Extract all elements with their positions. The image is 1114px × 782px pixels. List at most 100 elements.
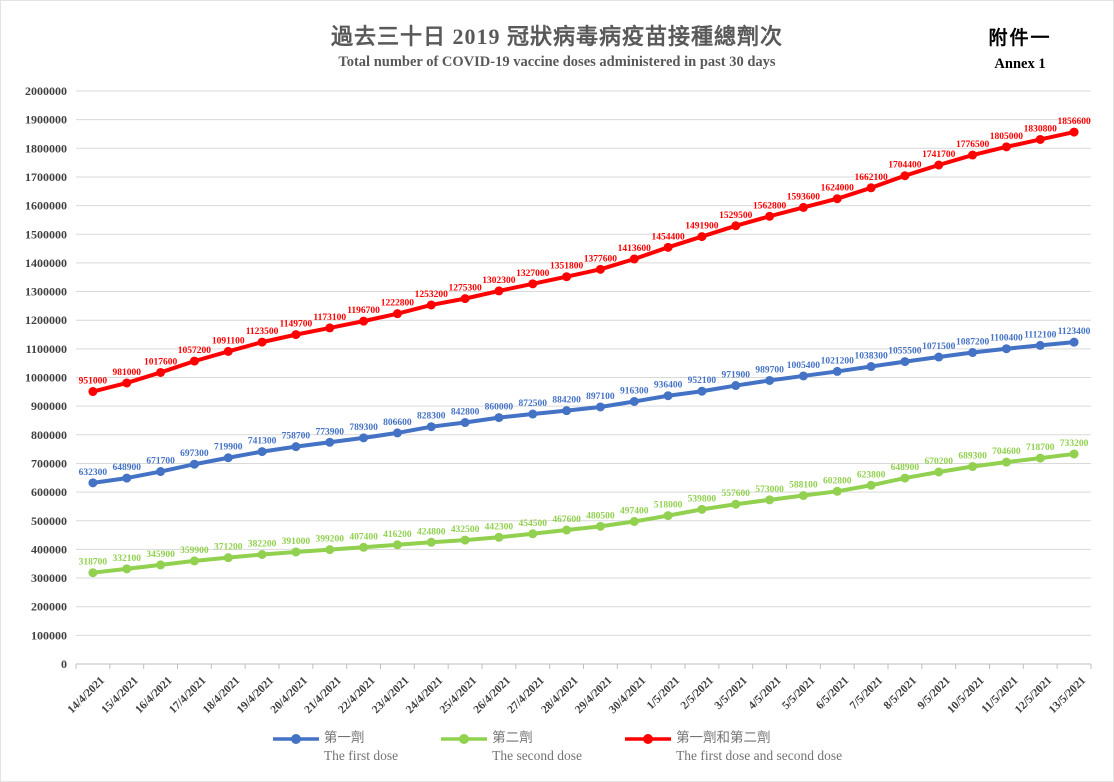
data-label-first-and-second-dose: 1413600	[618, 244, 652, 254]
data-label-first-and-second-dose: 1830800	[1024, 124, 1058, 134]
data-label-first-dose: 697300	[180, 449, 209, 459]
y-axis-label: 1500000	[25, 227, 67, 241]
data-point-first-dose	[460, 418, 470, 428]
data-point-first-dose	[765, 375, 775, 385]
data-label-second-dose: 399200	[316, 535, 345, 545]
y-axis-label: 100000	[31, 628, 67, 642]
data-point-first-dose	[832, 366, 842, 376]
data-point-first-and-second-dose	[426, 300, 436, 310]
data-label-first-dose: 789300	[349, 423, 378, 433]
data-point-second-dose	[934, 467, 944, 477]
data-label-first-and-second-dose: 1704400	[888, 161, 922, 171]
x-axis-label: 2/5/2021	[679, 674, 717, 712]
data-label-first-dose: 632300	[79, 468, 108, 478]
data-point-second-dose	[494, 532, 504, 542]
y-axis-label: 1100000	[26, 342, 67, 356]
y-axis-label: 400000	[31, 542, 67, 556]
data-point-second-dose	[460, 535, 470, 545]
data-point-first-dose	[562, 406, 572, 416]
legend-item-second-dose: 第二劑 The second dose	[440, 729, 582, 765]
data-label-second-dose: 670200	[925, 457, 954, 467]
legend-item-first-and-second-dose: 第一劑和第二劑 The first dose and second dose	[624, 729, 842, 765]
data-point-second-dose	[765, 495, 775, 505]
data-label-second-dose: 359900	[180, 546, 209, 556]
legend-item-first-dose: 第一劑 The first dose	[272, 729, 398, 765]
data-label-first-dose: 860000	[485, 403, 514, 413]
data-label-second-dose: 497400	[620, 506, 649, 516]
data-label-first-and-second-dose: 1805000	[990, 132, 1024, 142]
data-point-second-dose	[832, 486, 842, 496]
y-axis-label: 1700000	[25, 170, 67, 184]
data-point-first-and-second-dose	[798, 202, 808, 212]
data-point-first-and-second-dose	[900, 171, 910, 181]
data-point-first-and-second-dose	[595, 264, 605, 274]
data-point-first-and-second-dose	[528, 279, 538, 289]
x-axis-label: 10/5/2021	[945, 674, 987, 716]
data-label-first-dose: 741300	[248, 437, 277, 447]
data-label-first-dose: 758700	[282, 432, 311, 442]
data-point-first-dose	[156, 467, 166, 477]
data-label-first-dose: 1071500	[922, 342, 956, 352]
legend-line-marker-icon	[625, 734, 672, 744]
data-label-first-and-second-dose: 1529500	[719, 211, 753, 221]
data-label-first-and-second-dose: 1327000	[516, 269, 550, 279]
y-axis-label: 500000	[31, 514, 67, 528]
data-point-first-dose	[494, 413, 504, 423]
data-label-first-and-second-dose: 1057200	[178, 346, 212, 356]
data-point-first-and-second-dose	[866, 183, 876, 193]
data-label-first-and-second-dose: 1091100	[212, 336, 245, 346]
data-label-first-dose: 1038300	[854, 352, 888, 362]
x-axis-label: 30/4/2021	[607, 674, 649, 716]
y-axis-label: 0	[61, 657, 67, 671]
data-point-first-dose	[189, 459, 199, 469]
y-axis-label: 1600000	[25, 199, 67, 213]
data-point-first-and-second-dose	[460, 294, 470, 304]
data-label-first-and-second-dose: 1741700	[922, 150, 956, 160]
y-axis-label: 2000000	[25, 84, 67, 98]
data-point-second-dose	[900, 473, 910, 483]
series-line-first-dose	[90, 340, 1077, 485]
data-label-second-dose: 623800	[857, 470, 886, 480]
data-point-first-dose	[798, 371, 808, 381]
data-point-second-dose	[156, 560, 166, 570]
data-point-second-dose	[223, 553, 233, 563]
data-point-second-dose	[122, 564, 132, 574]
data-point-second-dose	[866, 480, 876, 490]
data-point-first-dose	[731, 381, 741, 391]
data-label-first-and-second-dose: 1123500	[246, 327, 279, 337]
data-label-first-and-second-dose: 1275300	[448, 284, 482, 294]
x-axis-label: 5/5/2021	[780, 674, 818, 712]
data-point-first-dose	[1069, 337, 1079, 347]
data-label-first-dose: 989700	[755, 365, 784, 375]
data-label-first-dose: 936400	[654, 381, 683, 391]
data-label-first-dose: 1087200	[956, 338, 990, 348]
data-label-first-and-second-dose: 1856600	[1057, 117, 1091, 127]
data-point-second-dose	[629, 516, 639, 526]
data-label-first-dose: 971900	[722, 371, 751, 381]
y-axis-label: 1300000	[25, 285, 67, 299]
y-axis-label: 800000	[31, 428, 67, 442]
data-label-second-dose: 704600	[992, 447, 1021, 457]
data-point-second-dose	[798, 491, 808, 501]
data-label-first-dose: 916300	[620, 386, 649, 396]
data-point-first-dose	[595, 402, 605, 412]
data-point-first-and-second-dose	[156, 367, 166, 377]
legend-label-zh: 第一劑	[323, 730, 365, 745]
data-label-second-dose: 539800	[688, 494, 717, 504]
y-axis-label: 1800000	[25, 141, 67, 155]
data-label-first-and-second-dose: 1351800	[550, 262, 584, 272]
data-point-second-dose	[663, 511, 673, 521]
x-axis-label: 4/5/2021	[746, 674, 784, 712]
y-axis-label: 600000	[31, 485, 67, 499]
data-label-second-dose: 467600	[552, 515, 581, 525]
data-point-first-and-second-dose	[122, 378, 132, 388]
data-point-first-dose	[528, 409, 538, 419]
data-label-first-and-second-dose: 1302300	[482, 276, 516, 286]
data-label-first-dose: 884200	[552, 396, 581, 406]
data-point-first-dose	[257, 447, 267, 457]
data-point-first-and-second-dose	[968, 150, 978, 160]
data-label-second-dose: 602800	[823, 476, 852, 486]
y-axis-label: 1400000	[25, 256, 67, 270]
data-label-first-and-second-dose: 1017600	[144, 357, 178, 367]
data-point-first-dose	[291, 442, 301, 452]
